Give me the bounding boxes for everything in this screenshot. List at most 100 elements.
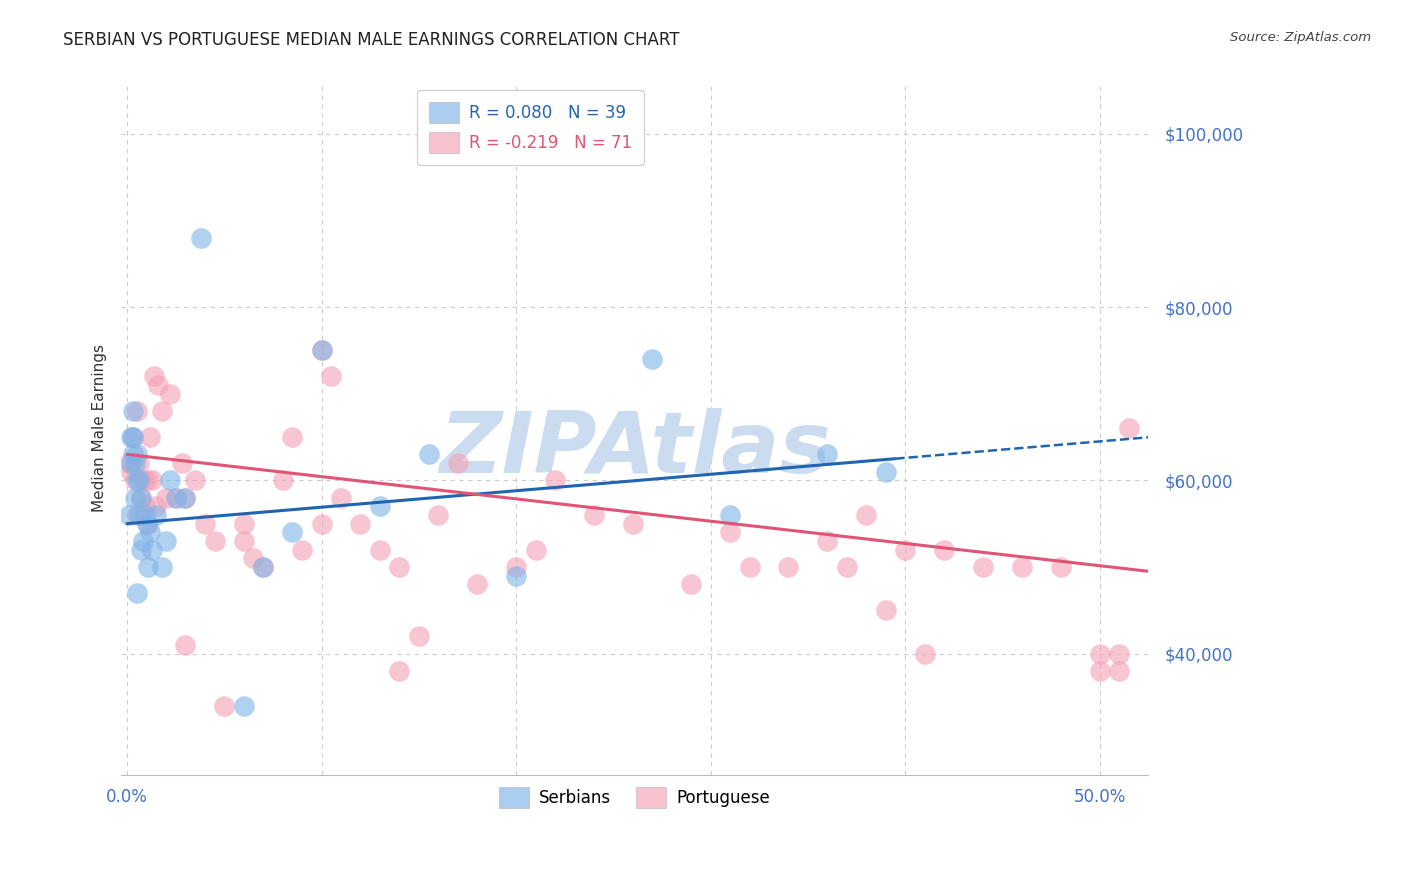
Point (815, 533, 838, 548)
Point (641, 352, 664, 367)
Point (544, 473, 567, 487)
Point (125, 447, 148, 461)
Point (134, 508, 156, 522)
Point (159, 386, 181, 401)
Point (291, 542, 314, 557)
Point (408, 629, 430, 643)
Point (388, 560, 411, 574)
Point (815, 447, 838, 461)
Point (368, 500, 391, 514)
Text: SERBIAN VS PORTUGUESE MEDIAN MALE EARNINGS CORRELATION CHART: SERBIAN VS PORTUGUESE MEDIAN MALE EARNIN… (63, 31, 679, 49)
Point (349, 516, 371, 531)
Point (388, 664, 411, 678)
Point (134, 500, 156, 514)
Point (232, 533, 254, 548)
Point (1049, 560, 1071, 574)
Point (184, 473, 207, 487)
Point (129, 491, 152, 505)
Point (1118, 421, 1140, 435)
Point (875, 465, 897, 479)
Point (1011, 560, 1033, 574)
Text: ZIPAtlas: ZIPAtlas (439, 408, 831, 491)
Point (125, 508, 148, 522)
Point (465, 577, 488, 591)
Point (914, 647, 936, 661)
Point (281, 525, 304, 540)
Point (138, 516, 160, 531)
Point (681, 577, 703, 591)
Point (835, 560, 858, 574)
Point (214, 698, 236, 713)
Point (190, 231, 212, 245)
Point (582, 508, 605, 522)
Point (894, 542, 917, 557)
Point (122, 447, 145, 461)
Point (1108, 664, 1130, 678)
Point (738, 560, 761, 574)
Point (505, 568, 527, 582)
Point (131, 533, 153, 548)
Point (447, 456, 470, 470)
Point (135, 516, 157, 531)
Point (124, 491, 146, 505)
Point (242, 551, 264, 566)
Point (170, 456, 193, 470)
Point (427, 508, 450, 522)
Point (194, 516, 217, 531)
Point (932, 542, 955, 557)
Point (232, 516, 254, 531)
Point (141, 542, 163, 557)
Point (174, 491, 197, 505)
Point (524, 542, 547, 557)
Point (120, 456, 142, 470)
Point (128, 473, 150, 487)
Point (118, 456, 141, 470)
Point (129, 491, 152, 505)
Point (311, 516, 333, 531)
Point (143, 369, 166, 384)
Point (155, 533, 177, 548)
Point (120, 430, 142, 444)
Point (129, 542, 152, 557)
Point (141, 473, 163, 487)
Point (159, 473, 181, 487)
Point (281, 430, 304, 444)
Point (148, 378, 170, 392)
Point (505, 560, 527, 574)
Point (321, 369, 343, 384)
Point (122, 404, 145, 418)
Point (778, 560, 800, 574)
Point (252, 560, 274, 574)
Point (120, 465, 142, 479)
Point (145, 500, 167, 514)
Point (174, 491, 197, 505)
Point (150, 560, 173, 574)
Point (139, 430, 162, 444)
Point (165, 491, 187, 505)
Legend: Serbians, Portuguese: Serbians, Portuguese (492, 780, 778, 815)
Point (122, 430, 145, 444)
Point (125, 473, 148, 487)
Point (125, 404, 148, 418)
Point (155, 491, 177, 505)
Point (718, 508, 741, 522)
Point (138, 560, 160, 574)
Point (311, 343, 333, 358)
Point (145, 508, 167, 522)
Point (330, 491, 353, 505)
Point (131, 473, 153, 487)
Point (271, 473, 294, 487)
Point (165, 491, 187, 505)
Point (128, 508, 150, 522)
Point (621, 516, 644, 531)
Point (718, 525, 741, 540)
Point (150, 404, 173, 418)
Point (124, 473, 146, 487)
Point (139, 525, 162, 540)
Point (1088, 647, 1111, 661)
Point (124, 456, 146, 470)
Point (125, 586, 148, 600)
Point (875, 603, 897, 617)
Point (418, 447, 440, 461)
Point (368, 542, 391, 557)
